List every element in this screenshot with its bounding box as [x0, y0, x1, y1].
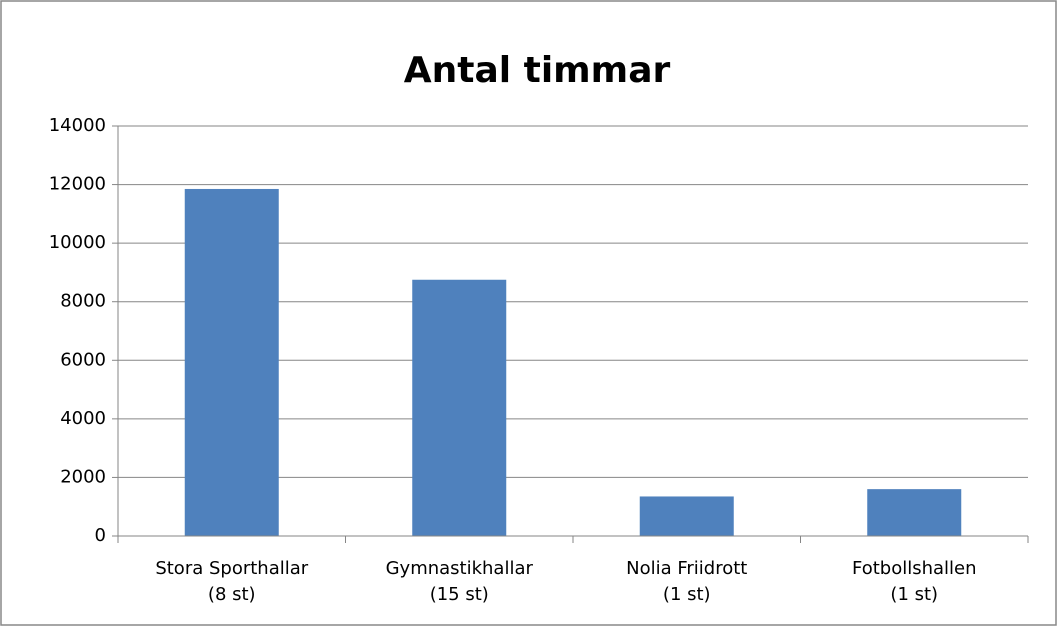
x-tick-label: Nolia Friidrott (1 st) [626, 558, 748, 605]
bar [184, 188, 279, 536]
y-tick-label: 4000 [60, 408, 106, 429]
x-tick-label: Fotbollshallen (1 st) [851, 558, 977, 605]
chart-title: Antal timmar [404, 50, 671, 91]
y-tick-label: 8000 [60, 291, 106, 312]
bar [639, 496, 734, 536]
y-tick-label: 12000 [49, 174, 106, 195]
y-tick-label: 10000 [49, 232, 106, 253]
y-tick-label: 6000 [60, 349, 106, 370]
x-tick-label: Stora Sporthallar (8 st) [155, 558, 309, 605]
y-tick-label: 2000 [60, 466, 106, 487]
y-tick-label: 14000 [49, 115, 106, 136]
x-tick-label: Gymnastikhallar (15 st) [385, 558, 533, 605]
bar [412, 279, 507, 536]
bar [867, 489, 962, 536]
y-tick-label: 0 [95, 525, 106, 546]
